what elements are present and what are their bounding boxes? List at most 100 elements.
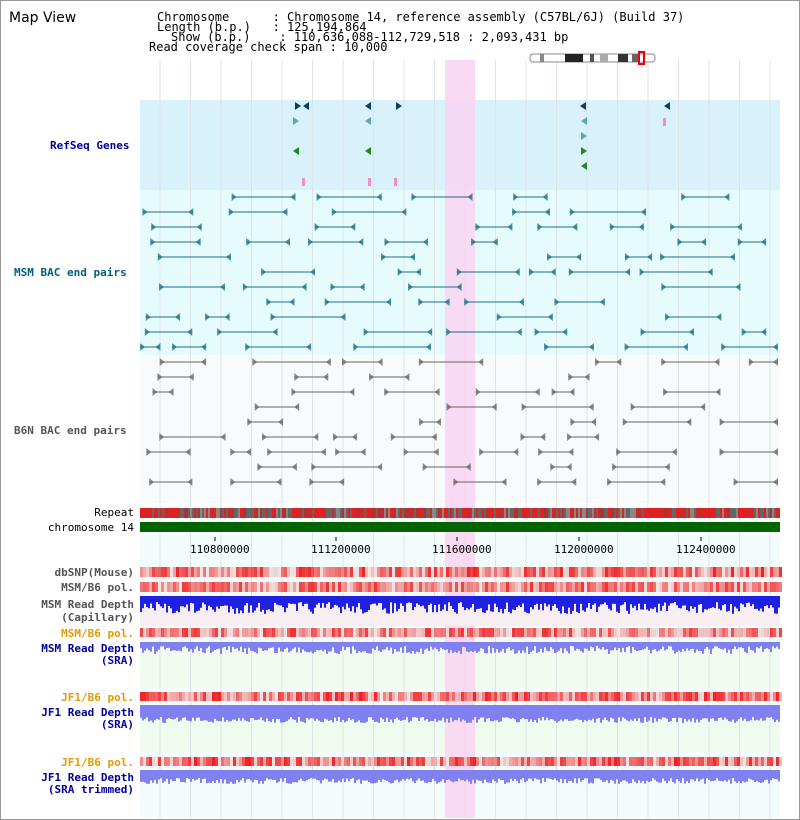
b6n-bac-pair-end xyxy=(513,448,519,456)
polymorphism-cell xyxy=(620,628,623,637)
repeat-segment xyxy=(644,508,646,518)
polymorphism-cell xyxy=(308,582,311,592)
repeat-segment xyxy=(574,508,576,518)
read-depth-bar xyxy=(526,705,528,720)
msm-bac-pair-end xyxy=(624,253,630,261)
read-depth-bar xyxy=(728,596,730,611)
polymorphism-cell xyxy=(551,567,554,577)
polymorphism-cell xyxy=(446,757,449,766)
polymorphism-cell xyxy=(167,628,170,637)
msm-b6-pol-label-2[interactable]: MSM/B6 pol. xyxy=(61,627,134,640)
msm-depth-capillary-label[interactable]: MSM Read Depth xyxy=(41,598,134,611)
polymorphism-cell xyxy=(179,628,182,637)
read-depth-bar xyxy=(500,705,502,722)
polymorphism-cell xyxy=(293,757,296,766)
repeat-segment xyxy=(264,508,266,518)
polymorphism-cell xyxy=(215,757,218,766)
polymorphism-cell xyxy=(419,582,422,592)
read-depth-bar xyxy=(190,770,192,782)
polymorphism-cell xyxy=(269,628,272,637)
repeat-segment xyxy=(488,508,490,518)
repeat-segment xyxy=(706,508,708,518)
polymorphism-cell xyxy=(158,692,161,701)
polymorphism-cell xyxy=(728,757,731,766)
read-depth-bar xyxy=(504,642,506,653)
read-depth-bar xyxy=(492,705,494,722)
jf1-b6-pol-label-2[interactable]: JF1/B6 pol. xyxy=(61,756,134,769)
dbsnp-label[interactable]: dbSNP(Mouse) xyxy=(54,566,134,579)
read-depth-bar xyxy=(630,770,632,784)
msm-bac-label[interactable]: MSM BAC end pairs xyxy=(14,266,127,279)
read-depth-bar xyxy=(276,642,278,653)
read-depth-bar xyxy=(292,596,294,604)
read-depth-bar xyxy=(270,596,272,612)
polymorphism-cell xyxy=(575,628,578,637)
jf1-depth-sra-label[interactable]: JF1 Read Depth xyxy=(41,706,134,719)
polymorphism-cell xyxy=(269,757,272,766)
msm-bac-pair-end xyxy=(340,313,346,321)
polymorphism-cell xyxy=(527,692,530,701)
polymorphism-cell xyxy=(641,567,644,577)
ideogram-band xyxy=(565,54,583,62)
msm-depth-sra-label[interactable]: MSM Read Depth xyxy=(41,642,134,655)
b6n-bac-pair-end xyxy=(188,373,194,381)
polymorphism-cell xyxy=(749,757,752,766)
polymorphism-cell xyxy=(254,582,257,592)
polymorphism-cell xyxy=(515,757,518,766)
jf1-depth-trim-label[interactable]: JF1 Read Depth xyxy=(41,771,134,784)
polymorphism-cell xyxy=(287,757,290,766)
read-depth-bar xyxy=(410,596,412,603)
refseq-gene-glyph xyxy=(581,147,587,155)
chromosome-label-track[interactable]: chromosome 14 xyxy=(47,521,134,534)
read-depth-bar xyxy=(738,770,740,782)
msm-bac-pair-end xyxy=(142,208,148,216)
repeat-segment xyxy=(716,508,718,518)
polymorphism-cell xyxy=(275,567,278,577)
read-depth-bar xyxy=(416,770,418,781)
polymorphism-cell xyxy=(548,692,551,701)
read-depth-bar xyxy=(522,642,524,651)
repeat-label[interactable]: Repeat xyxy=(94,506,134,519)
polymorphism-cell xyxy=(641,757,644,766)
read-depth-bar xyxy=(528,596,530,614)
read-depth-bar xyxy=(776,705,778,720)
jf1-b6-pol-label[interactable]: JF1/B6 pol. xyxy=(61,691,134,704)
msm-bac-pair-end xyxy=(773,343,778,351)
msm-bac-pair-end xyxy=(314,223,320,231)
polymorphism-cell xyxy=(506,628,509,637)
repeat-segment xyxy=(486,508,488,518)
read-depth-bar xyxy=(284,705,286,722)
polymorphism-cell xyxy=(707,582,710,592)
polymorphism-cell xyxy=(740,567,743,577)
b6n-bac-label[interactable]: B6N BAC end pairs xyxy=(14,424,127,437)
read-depth-bar xyxy=(198,770,200,779)
repeat-segment xyxy=(696,508,698,518)
repeat-segment xyxy=(216,508,218,518)
read-depth-bar xyxy=(664,705,666,718)
read-depth-bar xyxy=(474,642,476,651)
polymorphism-cell xyxy=(164,692,167,701)
polymorphism-cell xyxy=(368,567,371,577)
polymorphism-cell xyxy=(494,692,497,701)
polymorphism-cell xyxy=(710,628,713,637)
polymorphism-cell xyxy=(407,692,410,701)
repeat-segment xyxy=(222,508,224,518)
read-depth-bar xyxy=(332,596,334,608)
repeat-segment xyxy=(598,508,600,518)
polymorphism-cell xyxy=(611,692,614,701)
polymorphism-cell xyxy=(401,757,404,766)
polymorphism-cell xyxy=(476,628,479,637)
msm-bac-pair-end xyxy=(188,208,194,216)
refseq-genes-label[interactable]: RefSeq Genes xyxy=(50,139,130,152)
read-depth-bar xyxy=(372,705,374,720)
read-depth-bar xyxy=(440,705,442,721)
read-depth-bar xyxy=(758,596,760,611)
msm-b6-pol-label[interactable]: MSM/B6 pol. xyxy=(61,581,134,594)
polymorphism-cell xyxy=(725,692,728,701)
b6n-bac-pair-end xyxy=(569,388,575,396)
read-depth-bar xyxy=(330,770,332,782)
read-depth-bar xyxy=(282,642,284,652)
read-depth-bar xyxy=(436,705,438,722)
polymorphism-cell xyxy=(344,628,347,637)
polymorphism-cell xyxy=(206,582,209,592)
